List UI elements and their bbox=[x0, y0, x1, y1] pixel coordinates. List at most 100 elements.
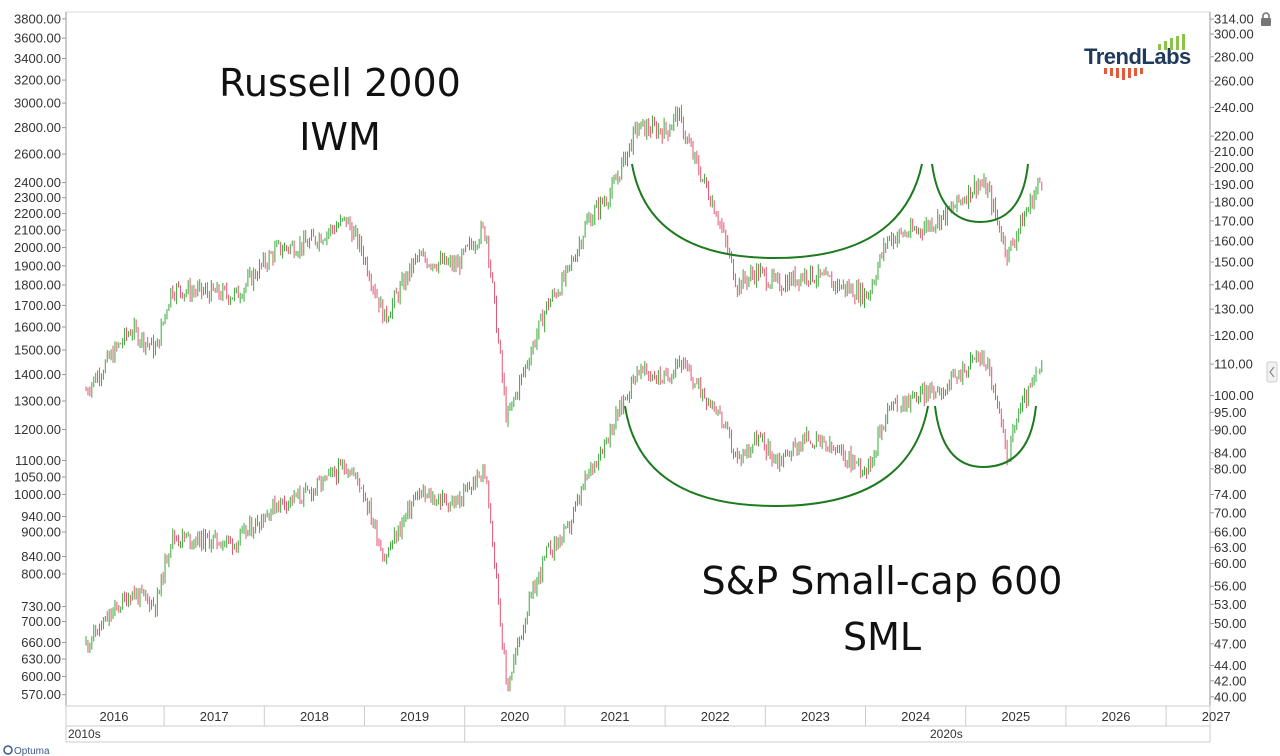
right-tick-label: 130.00 bbox=[1214, 302, 1254, 317]
right-tick-label: 90.00 bbox=[1214, 423, 1247, 438]
right-tick-label: 200.00 bbox=[1214, 160, 1254, 175]
right-tick-label: 95.00 bbox=[1214, 405, 1247, 420]
right-tick-label: 300.00 bbox=[1214, 27, 1254, 42]
left-tick-label: 2800.00 bbox=[14, 120, 61, 135]
year-label: 2024 bbox=[901, 709, 930, 724]
left-tick-label: 1700.00 bbox=[14, 298, 61, 313]
right-tick-label: 44.00 bbox=[1214, 658, 1247, 673]
bottom-series-subtitle: SML bbox=[843, 615, 921, 659]
bottom-base-arc-2 bbox=[934, 405, 1037, 469]
right-tick-label: 190.00 bbox=[1214, 177, 1254, 192]
right-tick-label: 100.00 bbox=[1214, 388, 1254, 403]
left-tick-label: 2300.00 bbox=[14, 190, 61, 205]
bottom-base-arc-1 bbox=[624, 405, 929, 508]
left-tick-label: 3400.00 bbox=[14, 51, 61, 66]
right-tick-label: 47.00 bbox=[1214, 636, 1247, 651]
left-tick-label: 1100.00 bbox=[15, 453, 61, 468]
optuma-footer: Optuma bbox=[3, 745, 50, 756]
left-tick-label: 1900.00 bbox=[14, 258, 61, 273]
trendlabs-logo-text: TrendLabs bbox=[1084, 44, 1191, 69]
right-tick-label: 240.00 bbox=[1214, 100, 1254, 115]
right-tick-label: 220.00 bbox=[1214, 129, 1254, 144]
lock-icon[interactable] bbox=[1261, 12, 1271, 26]
right-tick-label: 84.00 bbox=[1214, 445, 1247, 460]
left-tick-label: 2200.00 bbox=[14, 206, 61, 221]
left-tick-label: 1500.00 bbox=[14, 343, 61, 358]
right-tick-label: 74.00 bbox=[1214, 487, 1247, 502]
left-tick-label: 1050.00 bbox=[14, 470, 61, 485]
left-tick-label: 1200.00 bbox=[14, 422, 61, 437]
right-tick-label: 140.00 bbox=[1214, 277, 1254, 292]
optuma-footer-text: Optuma bbox=[14, 746, 50, 756]
left-tick-label: 1300.00 bbox=[14, 393, 61, 408]
year-label: 2026 bbox=[1102, 709, 1131, 724]
trendlabs-logo: TrendLabs bbox=[1084, 34, 1192, 80]
right-tick-label: 70.00 bbox=[1214, 505, 1247, 520]
russell-2000-series bbox=[85, 104, 1043, 428]
right-tick-label: 120.00 bbox=[1214, 328, 1254, 343]
left-tick-label: 1600.00 bbox=[14, 320, 61, 335]
left-tick-label: 660.00 bbox=[21, 635, 61, 650]
year-labels: 2016 2017 2018 2019 2020 2021 2022 2023 2024 2025… bbox=[100, 706, 1231, 742]
left-tick-label: 1800.00 bbox=[14, 278, 61, 293]
right-tick-label: 66.00 bbox=[1214, 525, 1247, 540]
annotations bbox=[624, 163, 1037, 508]
optuma-logo-icon bbox=[3, 745, 13, 755]
left-tick-label: 3000.00 bbox=[14, 96, 61, 111]
right-tick-label: 60.00 bbox=[1214, 556, 1247, 571]
year-label: 2018 bbox=[300, 709, 329, 724]
year-label: 2025 bbox=[1001, 709, 1030, 724]
left-tick-label: 570.00 bbox=[21, 687, 61, 702]
left-tick-label: 2400.00 bbox=[14, 175, 61, 190]
year-label: 2017 bbox=[200, 709, 229, 724]
left-tick-label: 3800.00 bbox=[14, 11, 61, 26]
right-tick-label: 260.00 bbox=[1214, 74, 1254, 89]
year-label: 2023 bbox=[801, 709, 830, 724]
right-tick-label: 170.00 bbox=[1214, 213, 1254, 228]
right-tick-label: 110.00 bbox=[1214, 357, 1253, 372]
year-label: 2027 bbox=[1202, 709, 1231, 724]
right-tick-label: 280.00 bbox=[1214, 49, 1254, 64]
sml-series bbox=[85, 349, 1043, 692]
x-axis: 2016 2017 2018 2019 2020 2021 2022 2023 2024 2025… bbox=[65, 705, 1231, 743]
decade-label-2020s: 2020s bbox=[930, 727, 963, 741]
left-axis-ticks: 3800.00 3600.00 3400.00 3200.00 3000.00 2800.… bbox=[14, 11, 66, 702]
year-label: 2016 bbox=[100, 709, 129, 724]
right-tick-label: 150.00 bbox=[1214, 255, 1254, 270]
left-tick-label: 900.00 bbox=[21, 524, 61, 539]
year-label: 2021 bbox=[601, 709, 630, 724]
top-base-arc-1 bbox=[631, 163, 923, 260]
bottom-series-title: S&P Small-cap 600 bbox=[702, 559, 1063, 603]
trendlabs-bars-up-icon bbox=[1158, 34, 1185, 50]
right-tick-label: 180.00 bbox=[1214, 195, 1254, 210]
year-label: 2019 bbox=[400, 709, 429, 724]
right-tick-label: 160.00 bbox=[1214, 233, 1254, 248]
right-tick-label: 53.00 bbox=[1214, 597, 1247, 612]
left-tick-label: 800.00 bbox=[21, 566, 61, 581]
left-tick-label: 600.00 bbox=[21, 669, 61, 684]
left-tick-label: 3600.00 bbox=[14, 31, 61, 46]
left-tick-label: 2600.00 bbox=[14, 147, 61, 162]
left-tick-label: 2000.00 bbox=[14, 240, 61, 255]
decade-label-2010s: 2010s bbox=[68, 727, 101, 741]
left-tick-label: 730.00 bbox=[21, 599, 61, 614]
top-series-title: Russell 2000 bbox=[219, 61, 461, 105]
left-tick-label: 1000.00 bbox=[14, 487, 61, 502]
right-tick-label: 80.00 bbox=[1214, 461, 1247, 476]
left-tick-label: 2100.00 bbox=[14, 223, 61, 238]
top-base-arc-2 bbox=[931, 163, 1029, 224]
year-label: 2020 bbox=[500, 709, 529, 724]
left-tick-label: 1400.00 bbox=[14, 367, 61, 382]
left-tick-label: 700.00 bbox=[21, 614, 61, 629]
right-tick-label: 50.00 bbox=[1214, 616, 1247, 631]
right-tick-label: 210.00 bbox=[1214, 144, 1254, 159]
left-tick-label: 940.00 bbox=[21, 509, 61, 524]
side-panel-handle[interactable] bbox=[1266, 361, 1278, 383]
year-label: 2022 bbox=[701, 709, 730, 724]
trendlabs-bars-down-icon bbox=[1104, 68, 1143, 80]
left-tick-label: 3200.00 bbox=[14, 73, 61, 88]
right-tick-label: 314.00 bbox=[1214, 12, 1254, 27]
left-tick-label: 630.00 bbox=[21, 652, 61, 667]
